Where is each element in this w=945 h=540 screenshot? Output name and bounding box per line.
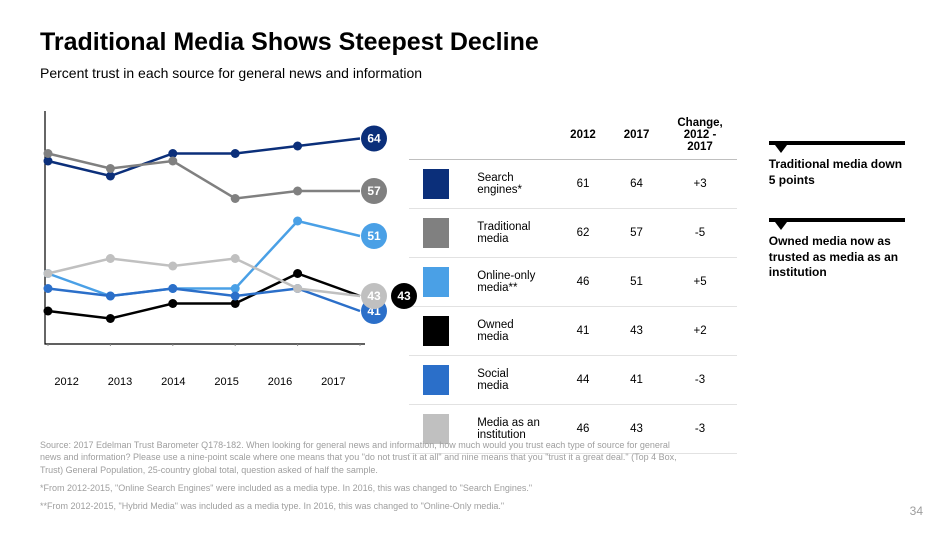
row-name: Search engines* [463,160,556,209]
callout-marker [769,218,905,222]
row-2017: 43 [610,307,664,356]
table-row: Search engines*6164+3 [409,160,737,209]
data-table: 2012 2017 Change, 2012 - 2017 Search eng… [409,111,737,454]
row-2017: 64 [610,160,664,209]
data-table-area: 2012 2017 Change, 2012 - 2017 Search eng… [409,111,737,454]
row-change: -5 [663,209,736,258]
callout: Owned media now as trusted as media as a… [769,218,905,281]
table-row: Social media4441-3 [409,356,737,405]
x-tick-label: 2012 [54,376,78,388]
svg-text:43: 43 [397,289,411,303]
callout-text: Traditional media down 5 points [769,157,905,188]
footnotes: Source: 2017 Edelman Trust Barometer Q17… [40,439,680,518]
row-2012: 46 [556,258,610,307]
x-tick-label: 2013 [108,376,132,388]
footnote-source: Source: 2017 Edelman Trust Barometer Q17… [40,439,680,475]
svg-text:64: 64 [367,132,381,146]
table-row: Owned media4143+2 [409,307,737,356]
row-2012: 61 [556,160,610,209]
col-2017: 2017 [610,111,664,160]
footnote-asterisk-2: **From 2012-2015, "Hybrid Media" was inc… [40,500,680,512]
table-row: Online-only media**4651+5 [409,258,737,307]
slide-title: Traditional Media Shows Steepest Decline [40,28,905,57]
row-name: Traditional media [463,209,556,258]
x-tick-label: 2017 [321,376,345,388]
row-2012: 62 [556,209,610,258]
svg-text:51: 51 [367,229,381,243]
row-swatch [409,356,463,405]
row-change: +2 [663,307,736,356]
row-2012: 44 [556,356,610,405]
svg-text:43: 43 [367,289,381,303]
callout-marker [769,141,905,145]
slide-subtitle: Percent trust in each source for general… [40,65,905,81]
col-name [463,111,556,160]
chart-x-axis: 2012 2013 2014 2015 2016 2017 [40,376,360,388]
row-change: +5 [663,258,736,307]
col-change: Change, 2012 - 2017 [663,111,736,160]
x-tick-label: 2016 [268,376,292,388]
x-tick-label: 2015 [214,376,238,388]
col-2012: 2012 [556,111,610,160]
row-change: +3 [663,160,736,209]
table-row: Traditional media6257-5 [409,209,737,258]
line-chart: 645751434143 201220132014201520162017 [40,111,385,366]
callout-text: Owned media now as trusted as media as a… [769,234,905,281]
row-name: Social media [463,356,556,405]
row-2012: 41 [556,307,610,356]
callout: Traditional media down 5 points [769,141,905,188]
footnote-asterisk-1: *From 2012-2015, "Online Search Engines"… [40,482,680,494]
x-tick-label: 2014 [161,376,185,388]
callouts: Traditional media down 5 points Owned med… [769,111,905,454]
page-number: 34 [910,504,923,518]
row-name: Online-only media** [463,258,556,307]
row-name: Owned media [463,307,556,356]
svg-text:57: 57 [367,184,381,198]
row-change: -3 [663,356,736,405]
row-2017: 51 [610,258,664,307]
row-2017: 57 [610,209,664,258]
line-chart-svg: 645751434143 [40,111,420,346]
row-2017: 41 [610,356,664,405]
